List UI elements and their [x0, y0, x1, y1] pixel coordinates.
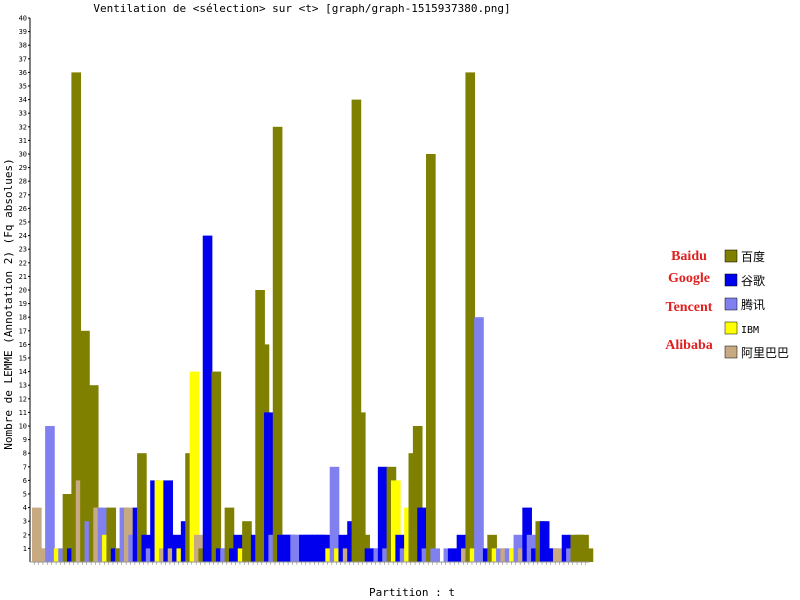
y-tick-label: 6 [23, 477, 27, 485]
bar [202, 235, 213, 562]
legend-entry-label: 谷歌 [741, 273, 765, 288]
y-tick-label: 10 [19, 423, 27, 431]
bar [355, 412, 366, 562]
y-tick-label: 13 [19, 382, 27, 390]
bar [106, 507, 117, 562]
bar [351, 99, 362, 562]
y-tick-label: 12 [19, 395, 27, 403]
y-tick-label: 35 [19, 83, 27, 91]
x-axis-title: Partition : t [369, 586, 455, 599]
y-axis-title: Nombre de LEMME (Annotation 2) (Fq absol… [2, 158, 15, 449]
y-tick-label: 5 [23, 491, 27, 499]
legend-annotation: Google [668, 271, 710, 286]
y-axis: 1234567891011121314151617181920212223242… [19, 15, 590, 563]
bar [137, 453, 147, 562]
y-tick-label: 3 [23, 518, 27, 526]
y-tick-label: 32 [19, 123, 27, 131]
y-tick-label: 18 [19, 314, 27, 322]
y-tick-label: 28 [19, 178, 27, 186]
y-tick-label: 19 [19, 300, 27, 308]
y-tick-label: 8 [23, 450, 27, 458]
legend-swatch [724, 273, 738, 287]
y-tick-label: 29 [19, 164, 27, 172]
bar [329, 466, 340, 562]
bar [377, 466, 388, 562]
y-tick-label: 16 [19, 341, 27, 349]
legend: 百度 Baidu 谷歌 Google 腾讯 Tencent IBM 阿里巴巴 Alibaba [665, 249, 789, 360]
bar [242, 521, 252, 562]
legend-swatch [724, 321, 738, 335]
legend-annotation: Tencent [666, 300, 713, 315]
bar [417, 507, 427, 562]
y-tick-label: 39 [19, 28, 27, 36]
y-tick-label: 15 [19, 355, 27, 363]
y-tick-label: 1 [23, 545, 27, 553]
y-tick-label: 2 [23, 531, 27, 539]
y-tick-label: 25 [19, 219, 27, 227]
bar [45, 426, 55, 562]
y-tick-label: 30 [19, 151, 27, 159]
y-tick-label: 22 [19, 259, 27, 267]
y-tick-label: 26 [19, 205, 27, 213]
legend-swatch [724, 297, 738, 311]
legend-entry-label: 阿里巴巴 [741, 346, 789, 360]
y-tick-label: 9 [23, 436, 27, 444]
y-tick-label: 14 [19, 368, 27, 376]
bar [539, 521, 550, 562]
bar [390, 480, 401, 562]
bar [474, 317, 484, 562]
bar [426, 154, 436, 562]
y-tick-label: 4 [23, 504, 27, 512]
y-tick-label: 36 [19, 69, 27, 77]
bar [583, 548, 594, 562]
legend-entry-label: 百度 [741, 249, 765, 264]
y-tick-label: 31 [19, 137, 27, 145]
bar [62, 494, 73, 562]
y-tick-label: 23 [19, 246, 27, 254]
bar [189, 371, 200, 562]
y-tick-label: 40 [19, 15, 27, 23]
bar [71, 72, 82, 563]
y-tick-label: 11 [19, 409, 27, 417]
legend-swatch [724, 345, 738, 359]
y-tick-label: 20 [19, 287, 27, 295]
legend-entry-label: 腾讯 [741, 297, 765, 312]
bar [32, 507, 42, 562]
legend-annotation: Baidu [671, 249, 707, 264]
legend-swatch [724, 249, 738, 263]
y-tick-label: 27 [19, 191, 27, 199]
x-axis [33, 562, 587, 565]
y-tick-label: 24 [19, 232, 27, 240]
bar [163, 480, 173, 562]
bar [430, 548, 441, 562]
bar [154, 480, 165, 562]
bar [264, 412, 274, 562]
y-tick-label: 37 [19, 55, 27, 63]
bar [412, 426, 423, 562]
y-tick-label: 38 [19, 42, 27, 50]
bars-layer [32, 72, 594, 563]
legend-entry-label: IBM [741, 325, 759, 336]
y-tick-label: 33 [19, 110, 27, 118]
bar [211, 371, 222, 562]
y-tick-label: 21 [19, 273, 27, 281]
chart-title: Ventilation de <sélection> sur <t> [grap… [93, 2, 510, 15]
bar [465, 72, 476, 563]
y-tick-label: 7 [23, 463, 27, 471]
y-tick-label: 34 [19, 96, 27, 104]
y-tick-label: 17 [19, 327, 27, 335]
legend-annotation: Alibaba [665, 338, 712, 353]
bar [272, 126, 283, 563]
bar [88, 385, 99, 562]
bar [80, 330, 90, 562]
bar [224, 507, 235, 562]
